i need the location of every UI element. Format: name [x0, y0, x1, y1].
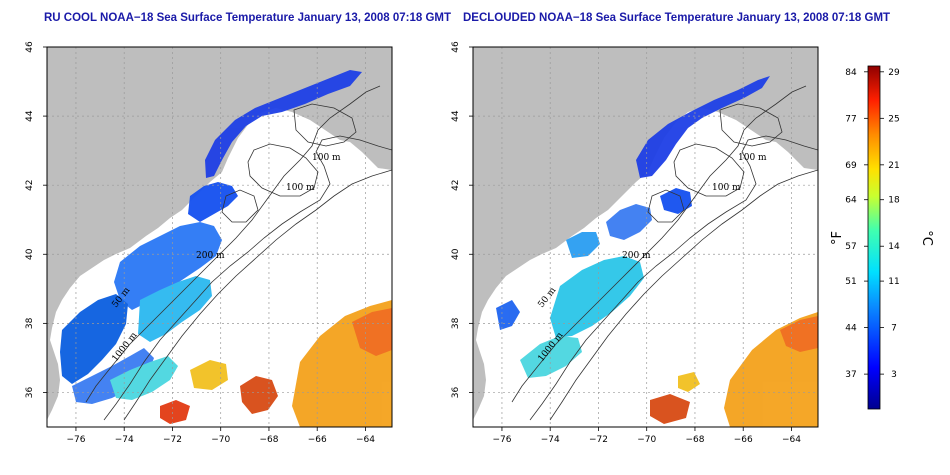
right-sst-patches — [496, 76, 818, 427]
right-x-tick-label: −72 — [589, 435, 608, 445]
left-sst-patches — [60, 70, 392, 427]
colorbar-fahrenheit-tick-label: 37 — [845, 370, 856, 380]
colorbar-fahrenheit-tick-label: 77 — [845, 114, 856, 124]
right-y-tick-label: 38 — [451, 317, 461, 329]
left-x-tick-label: −74 — [115, 435, 134, 445]
right-x-tick-label: −64 — [782, 435, 801, 445]
right-contour-label-100m-b: 100 m — [712, 183, 741, 193]
right-y-tick-label: 42 — [451, 179, 461, 190]
right-x-tick-label: −66 — [734, 435, 753, 445]
left-map-axis-ticks: −76 −74 −72 −70 −68 −66 −64 46 44 42 40 38 36 — [25, 41, 375, 445]
left-x-tick-label: −68 — [259, 435, 278, 445]
left-y-tick-label: 46 — [25, 41, 35, 53]
right-contour-label-200m: 200 m — [622, 251, 651, 261]
left-x-tick-label: −72 — [163, 435, 182, 445]
colorbar-celsius-tick-label: 18 — [888, 196, 900, 206]
colorbar-fahrenheit-tick-label: 57 — [845, 242, 856, 252]
right-map-frame — [472, 46, 819, 428]
left-x-tick-label: −76 — [66, 435, 85, 445]
colorbar-celsius-tick-label: 25 — [888, 114, 899, 124]
right-map-axis-ticks: −76 −74 −72 −70 −68 −66 −64 46 44 42 40 38 36 — [451, 41, 801, 445]
left-y-tick-label: 44 — [25, 110, 35, 122]
colorbar-celsius-tick-label: 7 — [891, 324, 897, 334]
left-x-tick-label: −64 — [356, 435, 375, 445]
colorbar-celsius-label: °C — [919, 230, 934, 246]
right-x-tick-label: −70 — [637, 435, 656, 445]
colorbar-fahrenheit-tick-label: 84 — [845, 68, 857, 78]
left-map-panel: 100 m 100 m 200 m 50 m 1000 m −76 −74 −72−… — [25, 41, 393, 445]
left-y-tick-label: 42 — [25, 179, 35, 190]
left-isobath-contours — [85, 85, 392, 421]
colorbar-celsius-tick-label: 11 — [888, 277, 899, 287]
left-map-grid — [47, 47, 392, 427]
right-map-land — [473, 47, 818, 420]
left-contour-label-200m: 200 m — [196, 251, 225, 261]
left-x-tick-label: −66 — [308, 435, 327, 445]
right-isobath-contours — [511, 85, 818, 421]
colorbar-fahrenheit-tick-label: 44 — [845, 324, 857, 334]
left-y-tick-label: 38 — [25, 317, 35, 329]
right-map-panel: 100 m 100 m 200 m 50 m 1000 m −76 −74 −72−… — [451, 41, 819, 445]
left-map-title: RU COOL NOAA−18 Sea Surface Temperature … — [44, 12, 452, 24]
left-map-land — [47, 47, 392, 420]
right-x-tick-label: −76 — [492, 435, 511, 445]
colorbar-ticks: 29 84 25 77 21 69 18 64 14 57 11 51 7 44 3 37 — [845, 68, 900, 380]
colorbar-fahrenheit-tick-label: 69 — [845, 161, 857, 171]
left-y-tick-label: 40 — [25, 248, 35, 260]
right-map-grid — [473, 47, 818, 427]
colorbar-celsius-tick-label: 29 — [888, 68, 900, 78]
right-y-tick-label: 40 — [451, 248, 461, 260]
left-contour-label-100m-a: 100 m — [312, 153, 341, 163]
right-contour-label-100m-a: 100 m — [738, 153, 767, 163]
right-y-tick-label: 36 — [451, 386, 461, 398]
colorbar-celsius-tick-label: 3 — [891, 370, 897, 380]
colorbar-fahrenheit-tick-label: 51 — [845, 277, 856, 287]
right-y-tick-label: 44 — [451, 110, 461, 122]
right-x-tick-label: −68 — [685, 435, 704, 445]
colorbar-gradient — [867, 65, 881, 410]
colorbar-celsius-tick-label: 14 — [888, 242, 900, 252]
left-y-tick-label: 36 — [25, 386, 35, 398]
colorbar-celsius-tick-label: 21 — [888, 161, 899, 171]
right-x-tick-label: −74 — [541, 435, 560, 445]
left-contour-label-100m-b: 100 m — [286, 183, 315, 193]
left-map-frame — [46, 46, 393, 428]
right-y-tick-label: 46 — [451, 41, 461, 53]
left-x-tick-label: −70 — [211, 435, 230, 445]
colorbar-fahrenheit-label: °F — [830, 231, 845, 245]
right-map-title: DECLOUDED NOAA−18 Sea Surface Temperatur… — [463, 12, 891, 24]
sst-colorbar: 29 84 25 77 21 69 18 64 14 57 11 51 7 44 3 37 °F °C — [830, 65, 934, 410]
colorbar-fahrenheit-tick-label: 64 — [845, 196, 857, 206]
